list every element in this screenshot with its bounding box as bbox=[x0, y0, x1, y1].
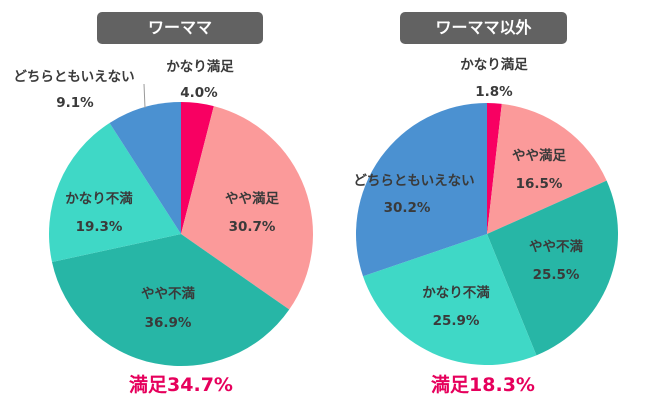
pie-slice bbox=[487, 103, 607, 234]
leader-line bbox=[143, 83, 146, 109]
pie-slice bbox=[49, 122, 181, 262]
slice-value-label: 25.5% bbox=[533, 267, 580, 283]
slice-value-label: 19.3% bbox=[76, 219, 123, 235]
slice-category-label: かなり満足 bbox=[166, 58, 234, 75]
slice-category-label: かなり不満 bbox=[422, 284, 490, 301]
slice-category-label: かなり満足 bbox=[460, 56, 528, 73]
chart-title-1: ワーママ bbox=[97, 12, 263, 44]
pie-slice bbox=[487, 180, 619, 356]
pie-slice bbox=[181, 102, 214, 234]
slice-category-label: やや不満 bbox=[141, 285, 195, 302]
chart-title-2: ワーママ以外 bbox=[400, 12, 567, 44]
slice-category-label: やや不満 bbox=[529, 238, 583, 255]
slice-value-label: 1.8% bbox=[475, 84, 513, 100]
slice-category-label: かなり不満 bbox=[65, 190, 133, 207]
pie-slice bbox=[109, 102, 181, 234]
summary-2: 満足18.3% bbox=[431, 374, 535, 396]
slice-value-label: 30.7% bbox=[229, 219, 276, 235]
pie-slice bbox=[363, 234, 537, 365]
pie-slice bbox=[181, 106, 313, 310]
slice-category-label: どちらともいえない bbox=[353, 173, 474, 189]
slice-value-label: 16.5% bbox=[516, 176, 563, 192]
pie-slice bbox=[52, 234, 290, 367]
slice-value-label: 36.9% bbox=[145, 315, 192, 331]
slice-category-label: やや満足 bbox=[512, 147, 566, 164]
summary-1: 満足34.7% bbox=[129, 374, 233, 396]
slice-value-label: 4.0% bbox=[180, 85, 218, 101]
slice-value-label: 9.1% bbox=[56, 95, 94, 111]
pie-slice bbox=[356, 103, 487, 277]
slice-category-label: どちらともいえない bbox=[13, 69, 134, 85]
pie-slice bbox=[487, 103, 502, 234]
slice-category-label: やや満足 bbox=[225, 190, 279, 207]
slice-value-label: 25.9% bbox=[433, 313, 480, 329]
slice-value-label: 30.2% bbox=[384, 200, 431, 216]
